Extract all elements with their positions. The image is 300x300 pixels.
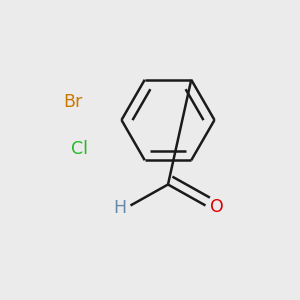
Text: O: O [210,198,224,216]
Text: H: H [113,199,126,217]
Text: Br: Br [63,93,82,111]
Text: Cl: Cl [71,140,88,158]
